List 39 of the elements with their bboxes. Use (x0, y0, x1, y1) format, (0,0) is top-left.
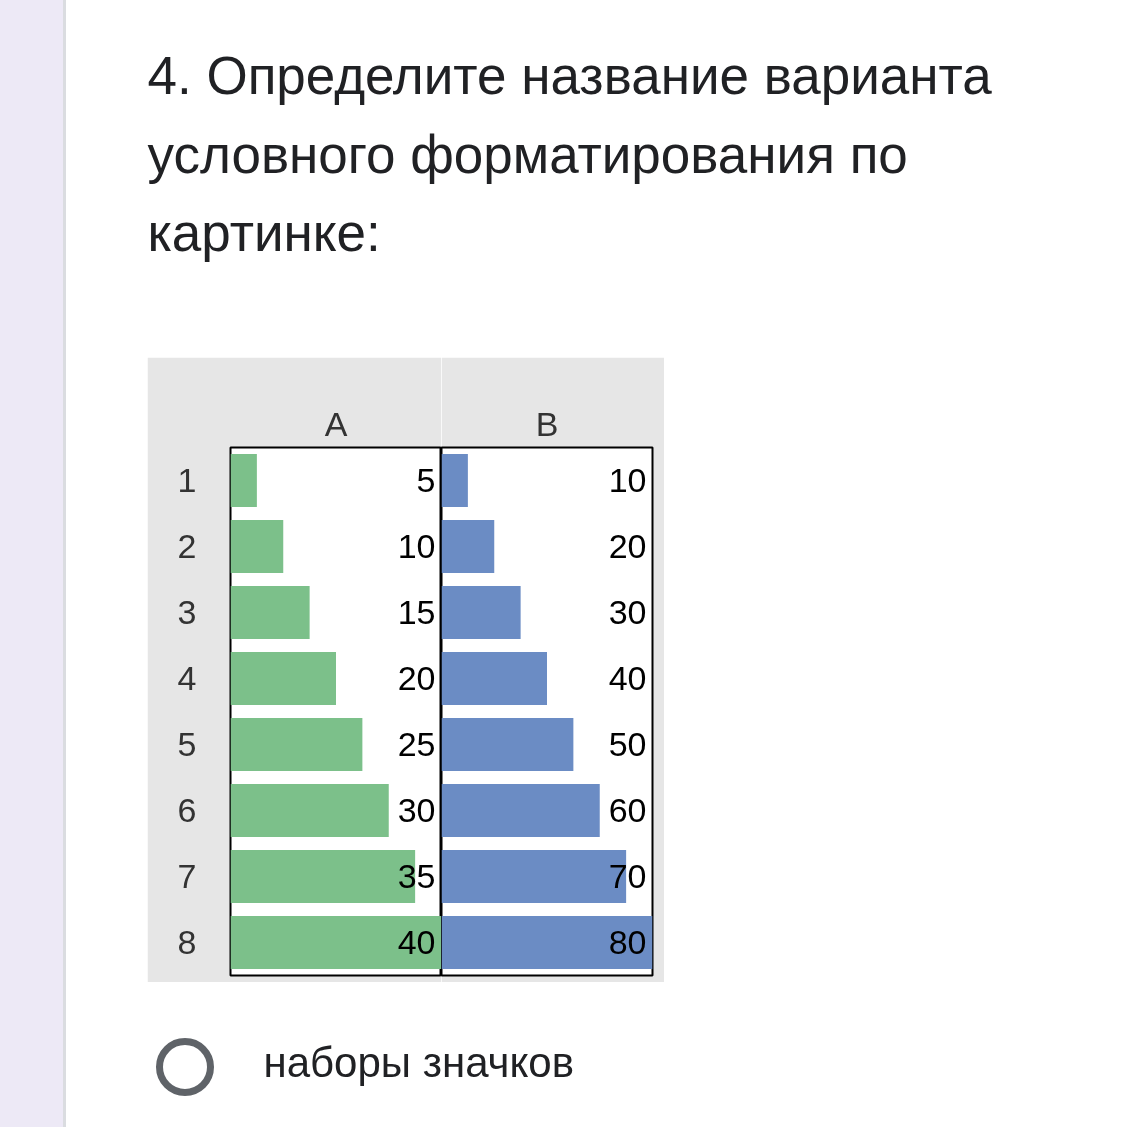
y-tick-label: 8 (177, 923, 197, 961)
bar (441, 718, 574, 771)
data-label: 20 (397, 659, 436, 697)
data-label: 30 (397, 791, 436, 829)
y-tick-label: 6 (177, 791, 197, 829)
y-tick-label: 1 (177, 461, 197, 499)
data-label: 15 (397, 593, 436, 631)
y-tick-label: 7 (177, 857, 197, 895)
y-tick-label: 4 (177, 659, 197, 697)
bar (230, 454, 257, 507)
data-label: 80 (608, 923, 647, 961)
bar (441, 652, 547, 705)
data-label: 40 (397, 923, 436, 961)
bar (441, 520, 495, 573)
text: 4. Определите название варианта условного форматирования по картинке: (147, 46, 993, 262)
data-label: 5 (416, 461, 436, 499)
data-label: 10 (397, 527, 436, 565)
data-label: 30 (608, 593, 647, 631)
bar (441, 454, 468, 507)
bar (230, 718, 363, 771)
bar (441, 784, 600, 837)
data-label: 50 (608, 725, 647, 763)
y-tick-label: 2 (177, 527, 197, 565)
text: наборы значков (263, 1039, 574, 1086)
chart-title: B (535, 404, 559, 443)
bar (230, 586, 310, 639)
bar (230, 652, 336, 705)
bar (230, 784, 389, 837)
y-tick-label: 3 (177, 593, 197, 631)
data-label: 20 (608, 527, 647, 565)
data-label: 40 (608, 659, 647, 697)
bar (441, 586, 521, 639)
y-tick-label: 5 (177, 725, 197, 763)
data-label: 35 (397, 857, 436, 895)
data-label: 10 (608, 461, 647, 499)
chart-title: A (324, 404, 348, 443)
data-label: 60 (608, 791, 647, 829)
data-label: 25 (397, 725, 436, 763)
bar (230, 520, 284, 573)
